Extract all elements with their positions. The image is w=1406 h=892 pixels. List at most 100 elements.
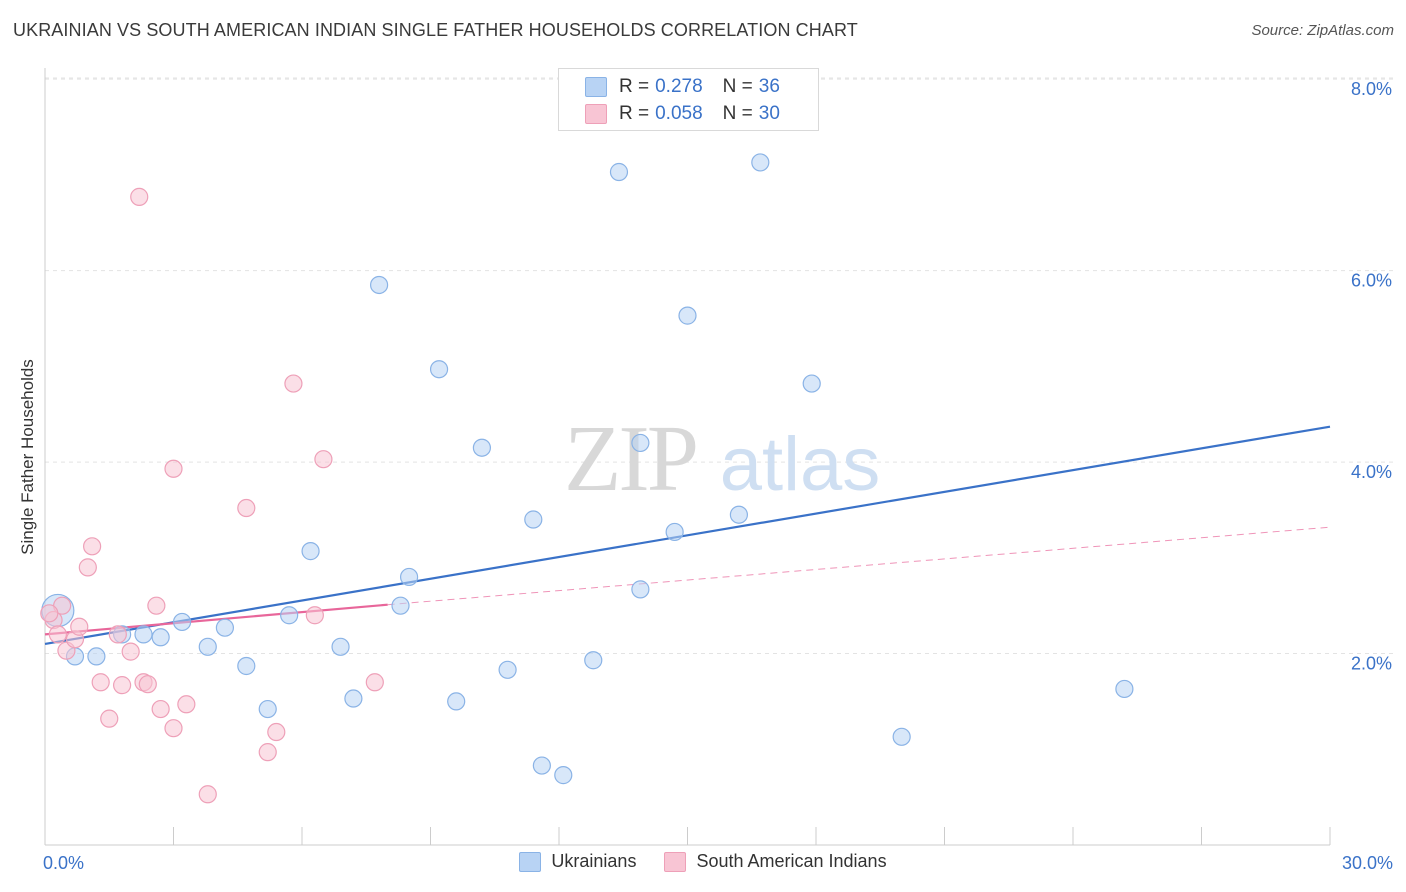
watermark-atlas: atlas <box>720 422 881 507</box>
south-american-indians-point-9 <box>100 709 119 728</box>
stats-row-south-american-indians: R = 0.058 N = 30 <box>585 101 780 127</box>
south-american-indians-point-13 <box>130 187 149 206</box>
ukrainians-point-22 <box>524 510 543 529</box>
y-tick-label-0: 2.0% <box>1351 654 1392 674</box>
ukrainians-point-30 <box>678 306 697 325</box>
y-tick-label-1: 4.0% <box>1351 462 1392 482</box>
ukrainians-point-10 <box>258 699 277 719</box>
watermark: ZIP atlas <box>564 407 880 511</box>
x-tick-label-max: 30.0% <box>1342 853 1393 873</box>
ukrainians-point-26 <box>609 162 629 182</box>
ukrainians-point-23 <box>532 756 551 775</box>
legend-label-south-american-indians: South American Indians <box>696 851 887 871</box>
south-american-indians-point-15 <box>138 675 157 694</box>
south-american-indians-point-1 <box>48 625 67 644</box>
ukrainians-point-9 <box>237 656 256 676</box>
south-american-indians-swatch <box>664 851 687 872</box>
y-tick-label-2: 6.0% <box>1351 271 1392 291</box>
ukrainians-point-35 <box>1115 679 1134 699</box>
south-american-indians-swatch <box>585 104 607 124</box>
ukrainians-point-32 <box>751 153 770 172</box>
ukrainians-point-31 <box>729 505 749 524</box>
ukrainians-point-14 <box>344 689 363 708</box>
ukrainians-point-25 <box>584 651 603 670</box>
x-tick-labels: 0.0% 30.0% <box>43 853 1393 873</box>
ukrainians-point-17 <box>399 567 419 587</box>
south-american-indians-point-12 <box>121 642 140 661</box>
south-american-indians-point-19 <box>164 459 183 478</box>
south-american-indians-point-7 <box>83 537 102 556</box>
ukrainians-swatch <box>585 77 607 97</box>
south-american-indians-point-17 <box>151 699 170 719</box>
ukrainians-point-27 <box>631 580 650 599</box>
r-label: R = <box>619 103 650 124</box>
r-value: 0.278 <box>655 76 703 97</box>
ukrainians-point-18 <box>429 360 449 379</box>
ukrainians-point-5 <box>151 628 170 647</box>
south-american-indians-point-24 <box>267 722 286 742</box>
chart-title: UKRAINIAN VS SOUTH AMERICAN INDIAN SINGL… <box>13 20 858 40</box>
legend-item-ukrainians[interactable]: Ukrainians <box>519 851 636 872</box>
x-tick-label-min: 0.0% <box>43 853 84 873</box>
ukrainians-point-28 <box>631 433 650 453</box>
ukrainians-point-19 <box>447 692 466 711</box>
y-tick-labels: 2.0% 4.0% 6.0% 8.0% <box>1351 79 1392 673</box>
south-american-indians-trendline-projection <box>387 526 1331 606</box>
ukrainians-point-4 <box>134 625 153 644</box>
ukrainians-point-21 <box>498 660 517 679</box>
south-american-indians-point-5 <box>70 617 89 636</box>
n-label: N = <box>722 76 753 97</box>
south-american-indians-point-11 <box>112 676 132 695</box>
ukrainians-point-2 <box>87 647 106 666</box>
trendlines <box>44 425 1331 646</box>
south-american-indians-point-8 <box>91 673 110 692</box>
legend-item-south-american-indians[interactable]: South American Indians <box>664 851 887 872</box>
ukrainians-point-7 <box>198 637 217 656</box>
south-american-indians-point-28 <box>365 673 384 692</box>
south-american-indians-point-23 <box>258 743 277 762</box>
south-american-indians-point-22 <box>237 498 256 518</box>
n-label: N = <box>722 103 753 124</box>
watermark-zip: ZIP <box>564 407 696 511</box>
ukrainians-point-15 <box>370 275 389 295</box>
south-american-indians-point-26 <box>305 606 324 625</box>
south-american-indians-point-16 <box>147 596 166 615</box>
south-american-indians-point-6 <box>78 558 97 577</box>
y-axis-label: Single Father Households <box>18 359 37 555</box>
south-american-indians-point-20 <box>177 695 196 714</box>
south-american-indians-point-18 <box>164 719 183 738</box>
axes <box>44 68 1331 846</box>
ukrainians-point-8 <box>215 618 234 637</box>
n-value: 36 <box>758 76 780 97</box>
r-value: 0.058 <box>655 103 703 124</box>
source-label: Source: ZipAtlas.com <box>1251 22 1394 39</box>
ukrainians-point-11 <box>280 606 299 625</box>
data-points <box>40 153 1134 804</box>
ukrainians-point-12 <box>301 542 320 561</box>
south-american-indians-trendline <box>44 603 388 636</box>
series-legend: Ukrainians South American Indians <box>0 851 1406 872</box>
grid <box>45 77 1395 655</box>
r-label: R = <box>619 76 650 97</box>
south-american-indians-point-25 <box>284 374 303 393</box>
ukrainians-trendline <box>44 425 1331 646</box>
ukrainians-swatch <box>519 851 542 872</box>
ukrainians-point-29 <box>665 522 684 542</box>
ukrainians-point-24 <box>554 766 573 785</box>
ukrainians-point-13 <box>331 637 350 656</box>
y-tick-label-3: 8.0% <box>1351 79 1392 99</box>
ukrainians-point-16 <box>391 596 410 615</box>
south-american-indians-point-10 <box>108 625 127 644</box>
ukrainians-point-33 <box>802 374 821 393</box>
ukrainians-point-6 <box>172 612 192 632</box>
n-value: 30 <box>758 103 780 124</box>
ukrainians-point-20 <box>472 438 491 457</box>
south-american-indians-point-27 <box>314 450 333 469</box>
south-american-indians-point-29 <box>40 604 59 623</box>
stats-legend: R = 0.278 N = 36 R = 0.058 N = 30 <box>558 68 819 131</box>
legend-label-ukrainians: Ukrainians <box>551 851 637 871</box>
south-american-indians-point-21 <box>198 785 217 804</box>
ukrainians-point-34 <box>892 727 911 746</box>
stats-row-ukrainians: R = 0.278 N = 36 <box>585 74 780 100</box>
